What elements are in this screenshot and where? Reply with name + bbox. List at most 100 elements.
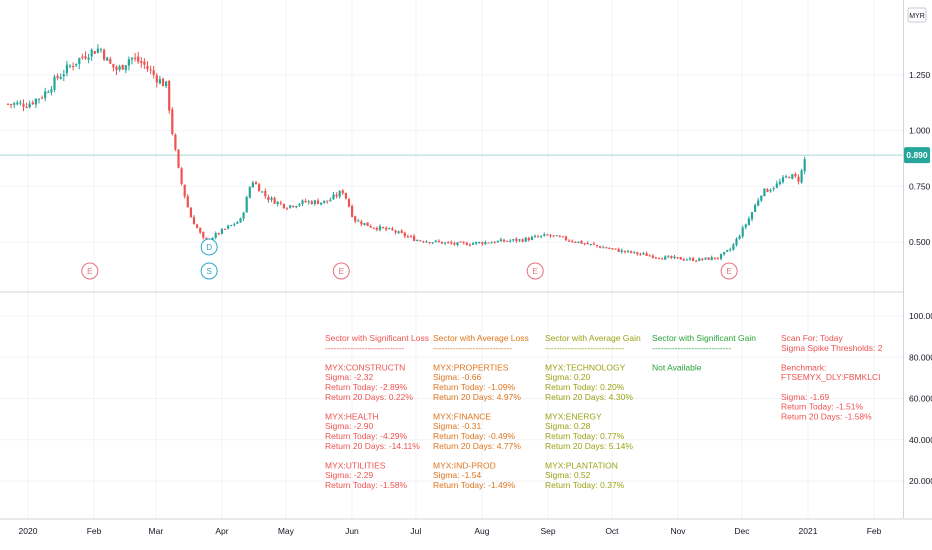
- last-price-badge: [904, 147, 930, 164]
- event-label: S: [206, 267, 211, 276]
- candle-up: [307, 201, 310, 203]
- candle-down: [258, 184, 261, 192]
- candle-down: [645, 253, 648, 256]
- candle-down: [527, 237, 530, 241]
- candle-up: [158, 79, 161, 84]
- candle-down: [186, 196, 189, 208]
- candle-down: [403, 232, 406, 237]
- last-price-label: 0.890: [906, 150, 928, 160]
- candle-up: [28, 103, 31, 108]
- candle-down: [6, 103, 10, 105]
- table-column-loss-significant: Sector with Significant Loss------------…: [325, 333, 429, 490]
- candle-down: [651, 255, 654, 258]
- candle-down: [140, 61, 143, 63]
- candle-up: [78, 58, 81, 64]
- candle-up: [357, 220, 360, 222]
- event-label: E: [726, 267, 731, 276]
- candle-down: [137, 56, 140, 62]
- candle-down: [360, 221, 363, 225]
- candle-up: [62, 74, 65, 77]
- table-line: Sigma: 0.52: [545, 470, 591, 480]
- candle-up: [59, 77, 62, 79]
- event-circle: [332, 262, 350, 280]
- candle-up: [791, 174, 794, 179]
- table-line: Return 20 Days: 4.77%: [433, 441, 521, 451]
- candle-down: [56, 75, 59, 79]
- candle-up: [729, 249, 732, 251]
- table-line: Return Today: -2.89%: [325, 382, 407, 392]
- candle-up: [127, 59, 130, 66]
- candle-up: [685, 259, 688, 261]
- event-circle: [200, 238, 218, 256]
- candle-up: [735, 238, 738, 246]
- candle-down: [109, 58, 112, 64]
- event-marker-earnings: E: [526, 262, 544, 280]
- table-line: Return Today: -1.58%: [325, 480, 407, 490]
- candle-down: [341, 190, 344, 194]
- candle-up: [642, 253, 645, 255]
- time-tick-label: 2020: [19, 526, 38, 536]
- candle-down: [636, 252, 639, 255]
- candle-up: [298, 204, 301, 206]
- candle-down: [354, 216, 357, 222]
- candle-down: [564, 236, 568, 241]
- candle-down: [369, 225, 372, 228]
- candlestick-series: [6, 44, 806, 262]
- candle-up: [778, 181, 781, 185]
- candle-down: [465, 242, 468, 246]
- time-tick-label: May: [278, 526, 295, 536]
- table-line: ----------------------------: [325, 343, 404, 353]
- candle-up: [626, 250, 630, 252]
- table-line: MYX:HEALTH: [325, 411, 379, 421]
- candle-up: [757, 200, 760, 206]
- candle-up: [248, 187, 251, 198]
- table-line: Return Today: 0.37%: [545, 480, 625, 490]
- candle-down: [183, 184, 186, 197]
- candle-down: [93, 51, 96, 54]
- candle-up: [475, 242, 478, 244]
- time-tick-label: Nov: [670, 526, 686, 536]
- candle-down: [217, 233, 220, 235]
- candle-down: [568, 240, 571, 242]
- candle-down: [794, 173, 797, 177]
- candle-up: [313, 200, 316, 204]
- candle-up: [289, 205, 292, 208]
- time-tick-label: 2021: [799, 526, 818, 536]
- candle-up: [397, 231, 400, 234]
- candle-down: [177, 149, 180, 168]
- candle-up: [236, 222, 239, 224]
- candle-up: [512, 239, 515, 241]
- table-line: Sigma Spike Thresholds: 2: [781, 343, 883, 353]
- candle-down: [552, 235, 555, 237]
- candle-down: [143, 61, 146, 65]
- candle-up: [543, 234, 546, 236]
- candle-up: [242, 212, 245, 219]
- candle-up: [261, 191, 264, 193]
- candle-down: [285, 208, 289, 210]
- event-label: E: [87, 267, 92, 276]
- table-line: Sigma: -2.32: [325, 372, 373, 382]
- table-line: Sigma: -1.54: [433, 470, 481, 480]
- event-circle: [526, 262, 544, 280]
- candle-down: [279, 202, 282, 204]
- candle-up: [388, 228, 391, 230]
- candle-down: [121, 64, 124, 70]
- table-line: Return 20 Days: -14.11%: [325, 441, 420, 451]
- table-column-loss-average: Sector with Average Loss----------------…: [433, 333, 529, 490]
- candle-up: [431, 242, 434, 244]
- candle-down: [630, 251, 633, 253]
- candle-up: [738, 236, 741, 240]
- price-tick-label: 1.000: [909, 126, 931, 136]
- sector-table: Sector with Significant Loss------------…: [325, 333, 883, 490]
- candle-up: [50, 89, 53, 93]
- candle-down: [282, 203, 285, 209]
- candle-up: [509, 240, 512, 242]
- candle-down: [654, 257, 657, 259]
- event-circle: [200, 262, 218, 280]
- table-line: Return Today: -0.49%: [433, 431, 515, 441]
- candle-down: [453, 242, 456, 245]
- candle-up: [533, 236, 537, 238]
- table-line: Return Today: -1.51%: [781, 402, 863, 412]
- candle-down: [459, 241, 462, 243]
- candle-up: [577, 241, 580, 243]
